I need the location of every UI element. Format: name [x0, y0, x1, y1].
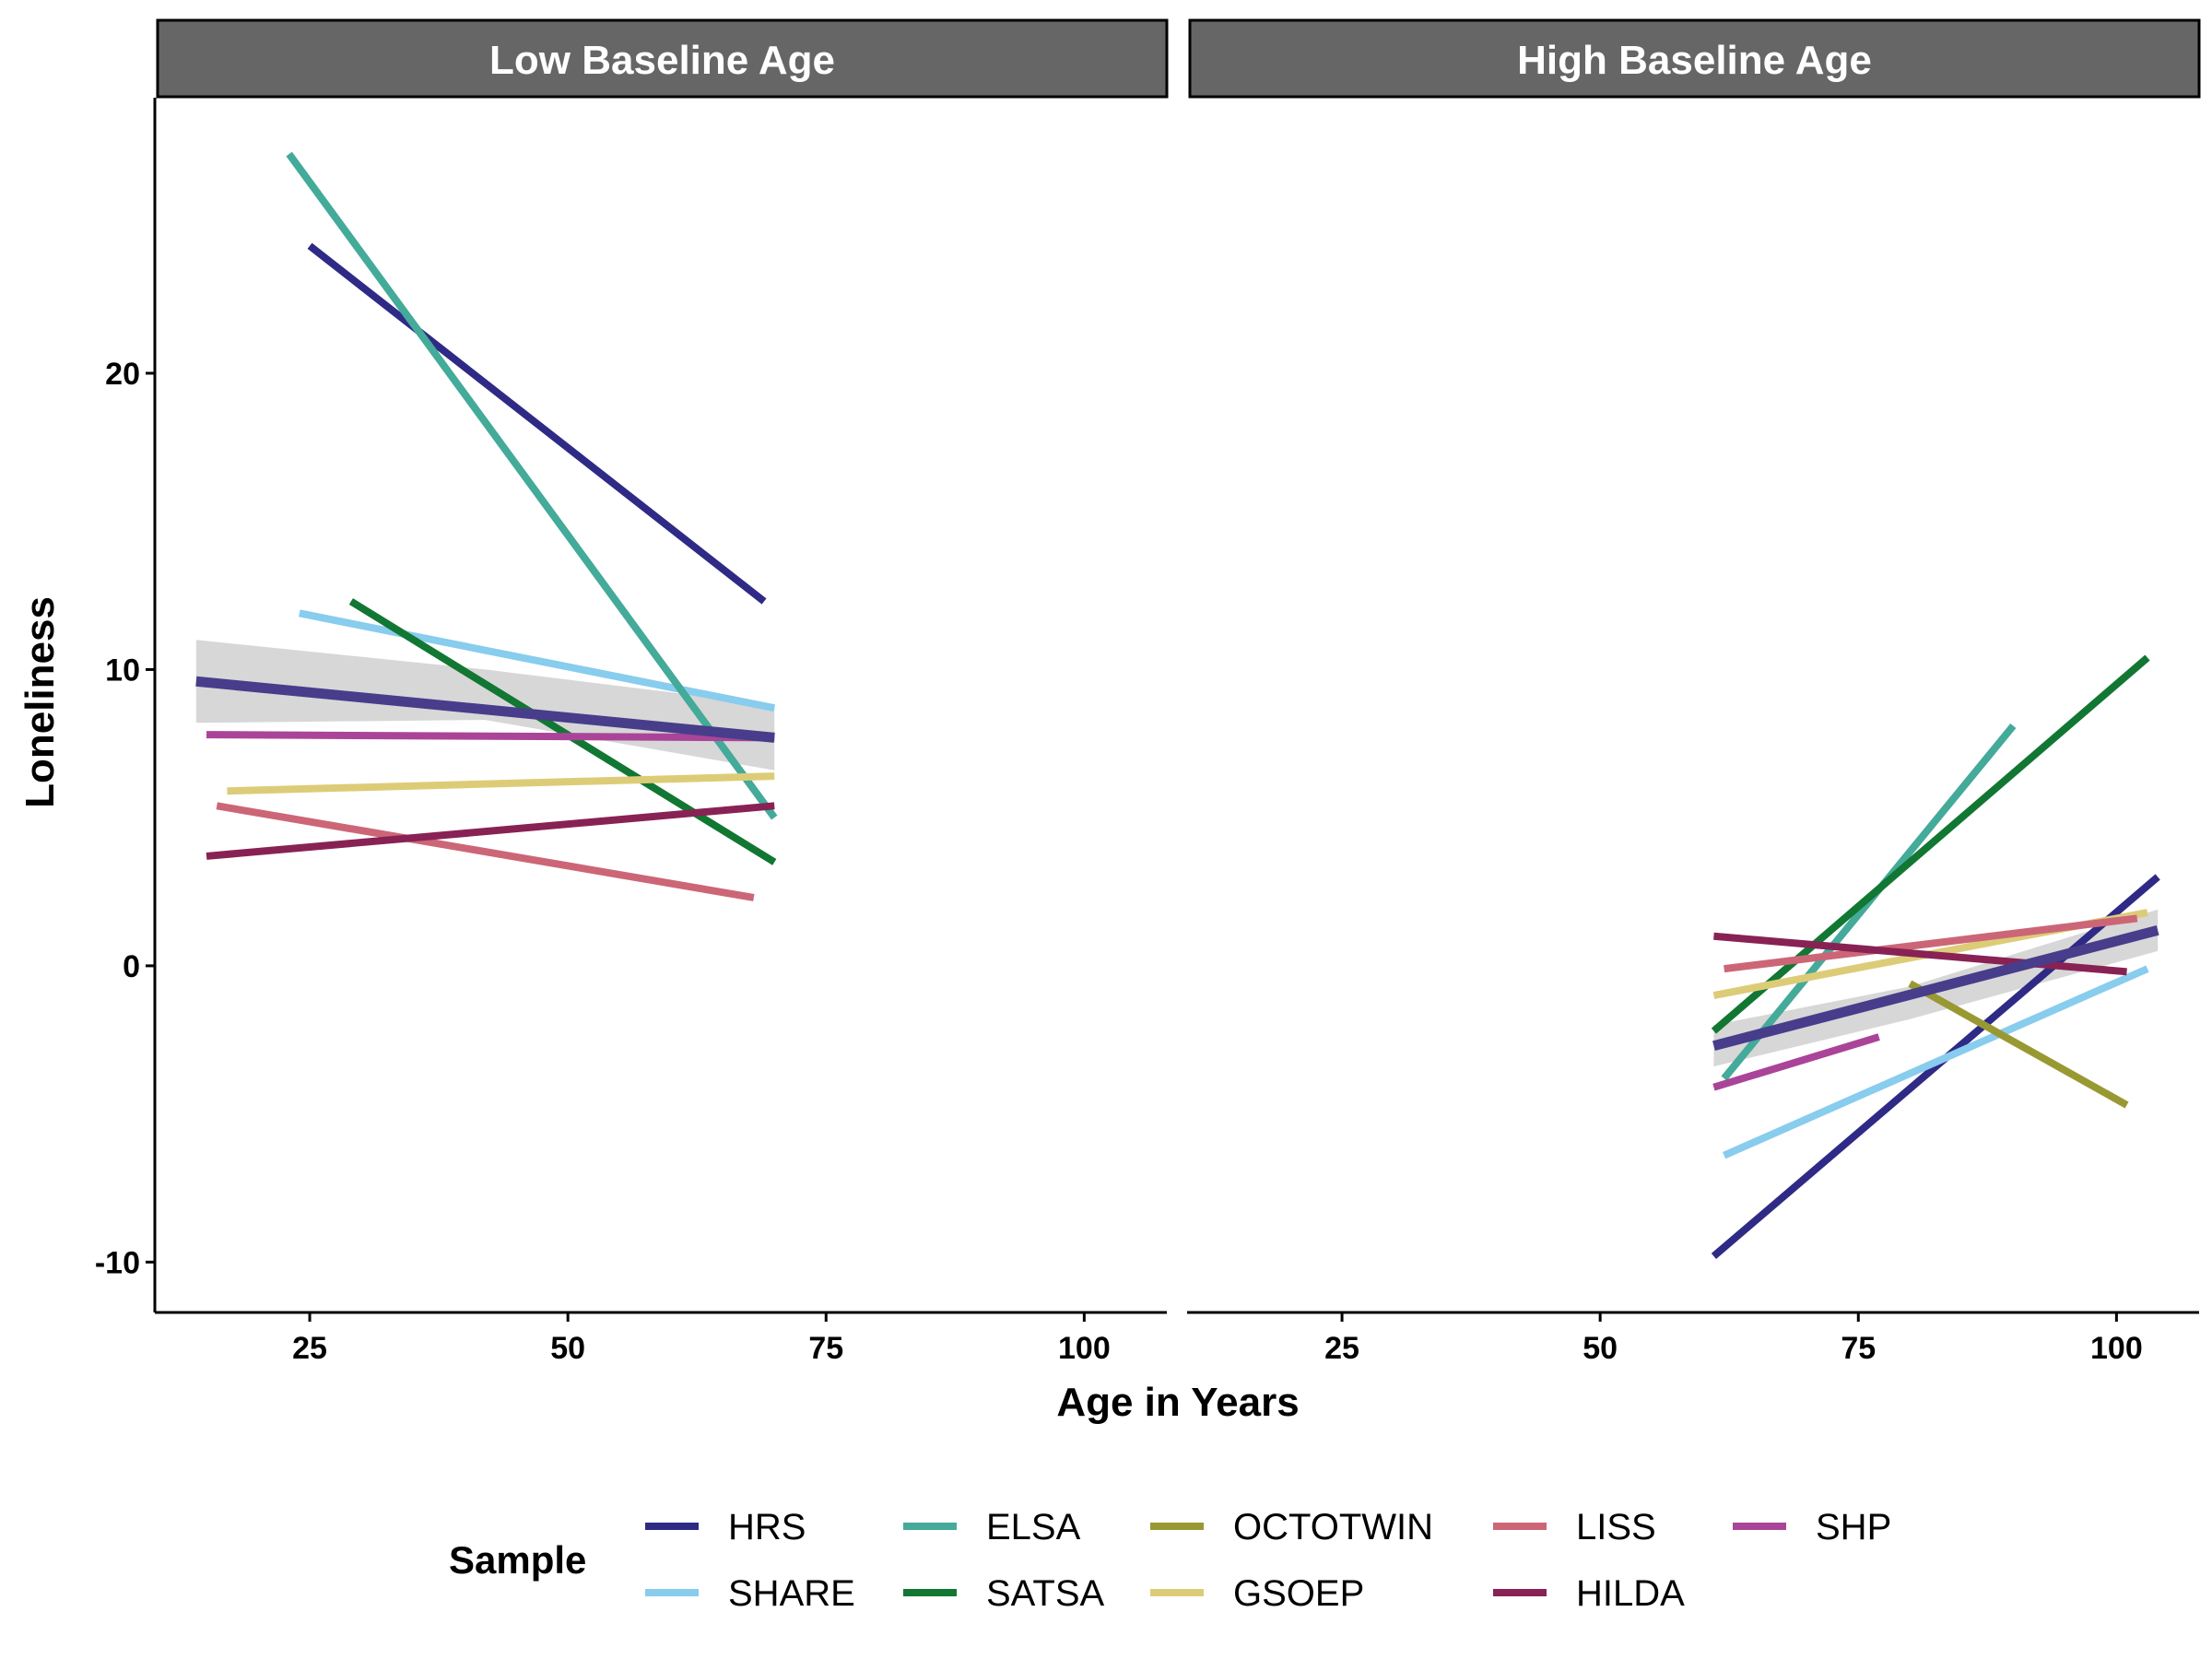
facet-strip-high-baseline-age [1188, 18, 2201, 99]
y-axis-title: Loneliness [18, 596, 63, 808]
y-tick-label: 0 [123, 949, 140, 984]
series-line-liss [1724, 914, 2138, 973]
panel-high-baseline-age [1711, 654, 2160, 1259]
y-tick-label: 20 [105, 357, 140, 392]
legend-title: Sample [449, 1538, 586, 1582]
series-line-share [299, 609, 776, 712]
legend-label-elsa: ELSA [986, 1507, 1081, 1547]
series-line-shp [206, 731, 775, 742]
x-tick-label: 100 [1058, 1331, 1111, 1366]
x-tick-label: 25 [1324, 1331, 1359, 1366]
legend-label-liss: LISS [1576, 1507, 1656, 1547]
x-tick-label: 25 [292, 1331, 327, 1366]
panel-low-baseline-age [195, 151, 778, 901]
legend-label-octotwin: OCTOTWIN [1233, 1507, 1433, 1547]
legend-label-share: SHARE [728, 1573, 855, 1614]
facet-strip-low-baseline-age [156, 18, 1169, 99]
legend-label-satsa: SATSA [986, 1573, 1105, 1614]
x-tick-label: 50 [1583, 1331, 1618, 1366]
series-line-satsa [1711, 654, 2150, 1034]
series-line-shp [1712, 1033, 1880, 1091]
legend-label-shp: SHP [1816, 1507, 1891, 1547]
x-tick-label: 75 [1841, 1331, 1876, 1366]
x-tick-label: 50 [550, 1331, 585, 1366]
legend-label-gsoep: GSOEP [1233, 1573, 1364, 1614]
y-tick-label: -10 [95, 1245, 140, 1280]
series-line-share [1722, 965, 2149, 1159]
series-line-hilda [1713, 932, 2127, 976]
legend-label-hrs: HRS [728, 1507, 806, 1547]
series-line-hilda [206, 802, 775, 860]
legend-label-hilda: HILDA [1576, 1573, 1685, 1614]
series-line-satsa [348, 598, 777, 865]
y-tick-label: 10 [105, 653, 140, 688]
series-line-hrs [307, 242, 767, 605]
series-line-elsa [286, 151, 778, 820]
x-tick-label: 100 [2090, 1331, 2143, 1366]
pooled-trend-line [195, 676, 775, 743]
facet-title-high-baseline-age: High Baseline Age [1517, 38, 1872, 83]
series-line-octotwin [1908, 980, 2129, 1109]
series-line-hrs [1711, 874, 2160, 1259]
series-line-gsoep [227, 772, 775, 795]
legend: Sample HRS SHARE ELSA SATSA OCTOTWIN GSOEP LIS… [449, 1507, 1891, 1614]
series-line-liss [216, 802, 755, 901]
x-tick-label: 75 [808, 1331, 843, 1366]
facet-title-low-baseline-age: Low Baseline Age [489, 38, 835, 83]
x-axis-title: Age in Years [1056, 1380, 1299, 1425]
pooled-trend-line [1712, 924, 2159, 1052]
